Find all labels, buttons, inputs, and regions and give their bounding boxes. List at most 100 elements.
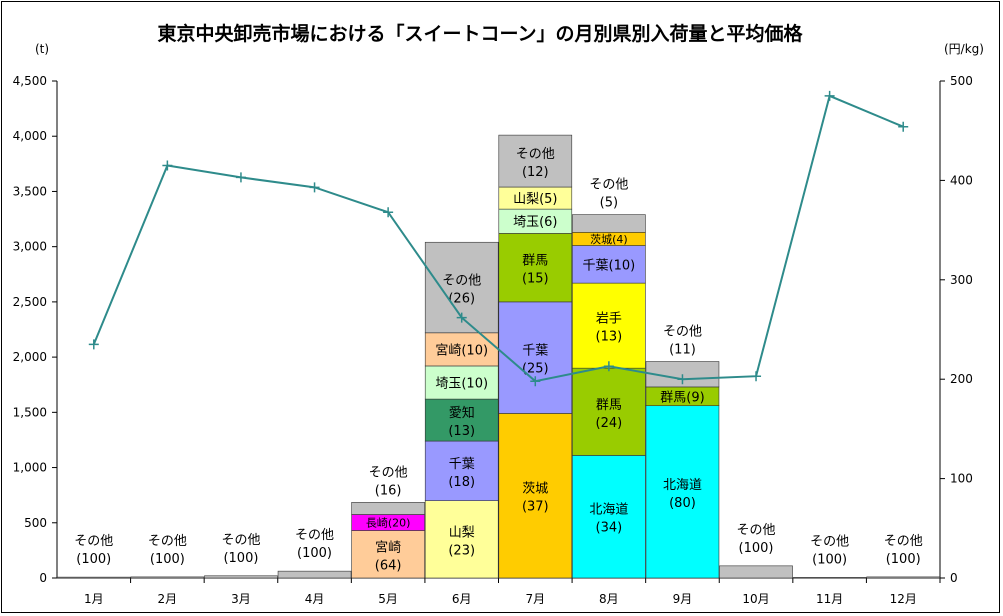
segment-name-text: 埼玉 [513, 215, 539, 230]
right-tick-label: 100 [950, 472, 973, 486]
bar-segment [424, 365, 499, 400]
segment-pct-label: (100) [886, 552, 921, 567]
segment-name-text: 埼玉 [435, 376, 461, 391]
chart-title: 東京中央卸売市場における「スイートコーン」の月別県別入荷量と平均価格 [157, 22, 803, 45]
segment-name-label: 愛知 [449, 405, 475, 421]
segment-name-label: その他 [442, 274, 481, 289]
price-point-marker [677, 374, 688, 385]
bar-segment [572, 282, 646, 369]
segment-name-label: その他 [221, 533, 260, 548]
segment-pct-label: (34) [596, 521, 623, 536]
x-tick-label: 7月 [525, 592, 545, 606]
price-point-marker [309, 182, 320, 193]
bar-segment [645, 405, 720, 579]
x-tick-label: 4月 [305, 592, 325, 606]
segment-name-text: 長崎 [366, 516, 388, 530]
bar-segment [572, 367, 646, 456]
segment-name-label: 山梨 [449, 525, 475, 540]
segment-pct-label: (100) [76, 552, 111, 567]
segment-name-label: その他 [884, 534, 923, 549]
price-point-marker [530, 376, 541, 387]
segment-name-label: 埼玉(10) [435, 376, 488, 391]
segment-pct-text: (10) [461, 343, 488, 358]
segment-name-label: その他 [74, 534, 113, 549]
left-axis-unit: (t) [35, 42, 49, 56]
segment-pct-text: (10) [609, 258, 636, 273]
segment-pct-label: (100) [297, 546, 332, 561]
price-point-marker [162, 160, 173, 171]
segment-pct-label: (15) [522, 272, 549, 287]
x-tick-label: 11月 [816, 592, 843, 606]
bar-segment [719, 565, 793, 579]
left-tick-label: 3,000 [13, 240, 47, 254]
segment-pct-text: (20) [388, 517, 411, 530]
segment-pct-text: (9) [686, 390, 704, 405]
bar-segment [572, 455, 646, 579]
bar-segment [498, 301, 573, 414]
segment-pct-text: (10) [461, 376, 488, 391]
x-tick-label: 1月 [84, 592, 104, 606]
left-tick-label: 2,000 [13, 350, 47, 364]
segment-pct-text: (5) [539, 192, 557, 207]
left-tick-label: 4,500 [13, 74, 47, 88]
bar-segment [572, 245, 646, 284]
price-point-marker [383, 207, 394, 218]
segment-name-label: その他 [810, 534, 849, 549]
segment-pct-label: (80) [669, 496, 696, 511]
segment-name-label: 岩手 [596, 312, 622, 327]
left-tick-label: 1,000 [13, 461, 47, 475]
right-tick-label: 0 [950, 571, 958, 585]
segment-pct-label: (13) [448, 424, 475, 439]
segment-name-label: 茨城 [522, 482, 548, 497]
segment-name-text: 茨城 [590, 232, 612, 246]
bar-segment [424, 398, 499, 442]
segment-pct-label: (24) [596, 416, 623, 431]
segment-name-label: 千葉(10) [583, 258, 636, 273]
left-tick-label: 500 [24, 516, 47, 530]
right-tick-label: 200 [950, 372, 973, 386]
segment-pct-label: (25) [522, 362, 549, 377]
price-point-marker [898, 121, 909, 132]
segment-pct-label: (16) [375, 483, 402, 498]
segment-pct-text: (4) [612, 233, 628, 246]
segment-name-label: 茨城(4) [590, 232, 628, 246]
segment-pct-label: (13) [596, 330, 623, 345]
segment-name-label: 千葉 [449, 457, 475, 472]
segment-name-text: 宮崎 [435, 342, 461, 358]
segment-pct-label: (5) [600, 196, 618, 211]
segment-name-label: その他 [589, 178, 628, 193]
segment-name-label: 埼玉(6) [513, 215, 557, 230]
segment-pct-label: (23) [448, 543, 475, 558]
bar-segment [792, 577, 867, 579]
segment-pct-label: (11) [669, 343, 696, 358]
bar-segment [130, 576, 205, 579]
segment-name-label: 群馬 [596, 398, 622, 413]
right-tick-label: 500 [950, 74, 973, 88]
bar-segment [572, 214, 646, 233]
segment-pct-label: (64) [375, 558, 402, 573]
segment-pct-label: (12) [522, 165, 549, 180]
x-tick-label: 2月 [158, 592, 178, 606]
left-tick-label: 3,500 [13, 184, 47, 198]
left-tick-label: 2,500 [13, 295, 47, 309]
x-tick-label: 10月 [742, 592, 769, 606]
left-tick-label: 0 [39, 571, 47, 585]
segment-name-text: 千葉 [583, 258, 609, 273]
x-tick-label: 5月 [378, 592, 398, 606]
price-point-marker [824, 90, 835, 101]
bar-segment [498, 413, 573, 579]
segment-pct-label: (100) [150, 552, 185, 567]
x-tick-label: 6月 [452, 592, 472, 606]
segment-name-label: 北海道 [589, 503, 628, 518]
right-tick-label: 400 [950, 173, 973, 187]
segment-name-text: 山梨 [513, 192, 539, 207]
bar-segment [351, 530, 425, 579]
bar-segment [277, 570, 352, 579]
segment-name-label: その他 [663, 325, 702, 340]
bar-segment [56, 576, 131, 579]
segment-pct-label: (37) [522, 500, 549, 515]
price-point-marker [88, 339, 99, 350]
segment-name-label: その他 [516, 147, 555, 162]
